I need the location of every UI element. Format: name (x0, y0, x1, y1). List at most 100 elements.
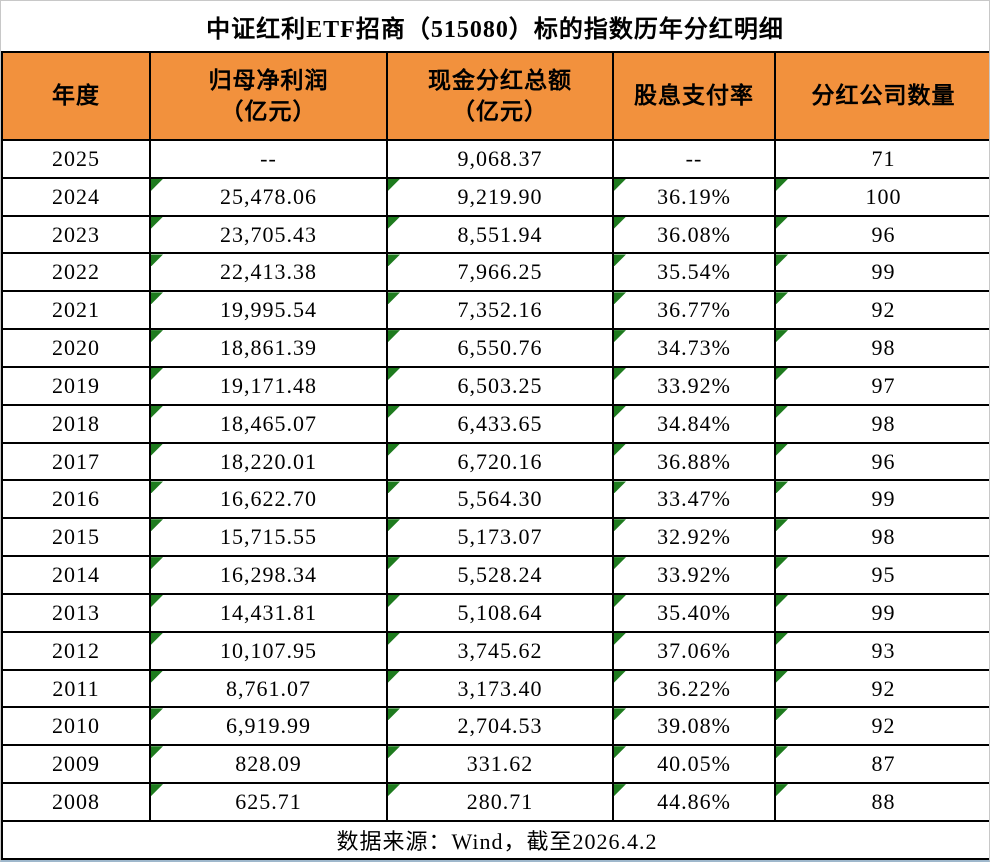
cell-profit: 16,298.34 (149, 555, 388, 595)
cell-dividend: 7,352.16 (386, 290, 614, 331)
cell-dividend: 6,550.76 (386, 328, 614, 368)
cell-payout: 36.88% (612, 441, 776, 482)
cell-profit: 22,413.38 (149, 252, 388, 293)
cell-dividend: 5,528.24 (386, 555, 614, 595)
cell-year: 2012 (1, 630, 151, 671)
cell-year: 2010 (1, 706, 151, 747)
cell-companies: 93 (774, 630, 989, 671)
cell-payout: 34.73% (612, 328, 776, 368)
cell-companies: 96 (774, 214, 989, 255)
cell-dividend: 5,564.30 (386, 479, 614, 520)
table-row: 2016 16,622.70 5,564.30 33.47% 99 (1, 479, 989, 520)
cell-companies: 88 (774, 782, 989, 822)
header-row: 年度 归母净利润 （亿元） 现金分红总额 （亿元） 股息支付率 分红公司数量 (1, 51, 989, 141)
column-header-label: 年度 (52, 83, 100, 109)
cell-profit: 10,107.95 (149, 630, 388, 671)
column-header-label: 股息支付率 (634, 83, 754, 109)
table-body: 2025 -- 9,068.37 -- 71 2024 25,478.06 9,219.90 3… (1, 139, 989, 822)
cell-profit: 18,861.39 (149, 328, 388, 368)
cell-year: 2008 (1, 782, 151, 822)
cell-companies: 98 (774, 403, 989, 444)
cell-dividend: 9,068.37 (386, 139, 614, 179)
cell-profit: 16,622.70 (149, 479, 388, 520)
cell-companies: 92 (774, 290, 989, 331)
column-header-label: 现金分红总额 (428, 67, 572, 93)
table-row: 2011 8,761.07 3,173.40 36.22% 92 (1, 668, 989, 709)
cell-companies: 99 (774, 252, 989, 293)
page-title: 中证红利ETF招商（515080）标的指数历年分红明细 (206, 16, 784, 43)
cell-companies: 100 (774, 176, 989, 217)
cell-payout: 36.08% (612, 214, 776, 255)
cell-dividend: 6,720.16 (386, 441, 614, 482)
cell-payout: 37.06% (612, 630, 776, 671)
cell-profit: -- (149, 139, 388, 179)
cell-companies: 97 (774, 365, 989, 406)
cell-payout: 35.40% (612, 592, 776, 633)
cell-payout: 36.22% (612, 668, 776, 709)
cell-payout: 36.19% (612, 176, 776, 217)
dividend-table: 年度 归母净利润 （亿元） 现金分红总额 （亿元） 股息支付率 分红公司数量 (1, 51, 989, 860)
column-header-label: 分红公司数量 (811, 83, 956, 109)
cell-dividend: 3,173.40 (386, 668, 614, 709)
table-row: 2010 6,919.99 2,704.53 39.08% 92 (1, 706, 989, 747)
cell-year: 2015 (1, 517, 151, 558)
cell-companies: 87 (774, 744, 989, 785)
cell-dividend: 7,966.25 (386, 252, 614, 293)
cell-companies: 92 (774, 668, 989, 709)
cell-profit: 19,171.48 (149, 365, 388, 406)
cell-year: 2016 (1, 479, 151, 520)
cell-year: 2019 (1, 365, 151, 406)
cell-dividend: 9,219.90 (386, 176, 614, 217)
cell-year: 2025 (1, 139, 151, 179)
cell-dividend: 6,503.25 (386, 365, 614, 406)
cell-payout: -- (612, 139, 776, 179)
cell-companies: 95 (774, 555, 989, 595)
cell-companies: 98 (774, 517, 989, 558)
cell-dividend: 5,108.64 (386, 592, 614, 633)
cell-profit: 828.09 (149, 744, 388, 785)
table-row: 2008 625.71 280.71 44.86% 88 (1, 782, 989, 822)
table-row: 2023 23,705.43 8,551.94 36.08% 96 (1, 214, 989, 255)
cell-year: 2018 (1, 403, 151, 444)
cell-profit: 15,715.55 (149, 517, 388, 558)
cell-payout: 33.47% (612, 479, 776, 520)
table-row: 2015 15,715.55 5,173.07 32.92% 98 (1, 517, 989, 558)
cell-payout: 32.92% (612, 517, 776, 558)
footer-row: 数据来源：Wind，截至2026.4.2 (1, 820, 989, 860)
cell-companies: 92 (774, 706, 989, 747)
cell-dividend: 280.71 (386, 782, 614, 822)
cell-profit: 625.71 (149, 782, 388, 822)
cell-profit: 19,995.54 (149, 290, 388, 331)
table-row: 2022 22,413.38 7,966.25 35.54% 99 (1, 252, 989, 293)
table-row: 2018 18,465.07 6,433.65 34.84% 98 (1, 403, 989, 444)
cell-payout: 36.77% (612, 290, 776, 331)
cell-profit: 14,431.81 (149, 592, 388, 633)
table-row: 2017 18,220.01 6,720.16 36.88% 96 (1, 441, 989, 482)
cell-payout: 33.92% (612, 365, 776, 406)
data-source-note: 数据来源：Wind，截至2026.4.2 (1, 820, 989, 860)
column-header-unit: （亿元） (220, 99, 317, 124)
column-header-year: 年度 (1, 51, 151, 141)
cell-year: 2023 (1, 214, 151, 255)
cell-year: 2021 (1, 290, 151, 331)
column-header-label: 归母净利润 (208, 67, 329, 93)
cell-companies: 71 (774, 139, 989, 179)
cell-profit: 23,705.43 (149, 214, 388, 255)
cell-dividend: 331.62 (386, 744, 614, 785)
table-row: 2009 828.09 331.62 40.05% 87 (1, 744, 989, 785)
cell-profit: 6,919.99 (149, 706, 388, 747)
cell-companies: 99 (774, 479, 989, 520)
cell-year: 2017 (1, 441, 151, 482)
cell-payout: 44.86% (612, 782, 776, 822)
cell-dividend: 5,173.07 (386, 517, 614, 558)
cell-year: 2013 (1, 592, 151, 633)
table-row: 2013 14,431.81 5,108.64 35.40% 99 (1, 592, 989, 633)
cell-year: 2024 (1, 176, 151, 217)
cell-payout: 40.05% (612, 744, 776, 785)
cell-profit: 18,465.07 (149, 403, 388, 444)
cell-profit: 18,220.01 (149, 441, 388, 482)
table-row: 2025 -- 9,068.37 -- 71 (1, 139, 989, 179)
cell-year: 2011 (1, 668, 151, 709)
cell-dividend: 2,704.53 (386, 706, 614, 747)
